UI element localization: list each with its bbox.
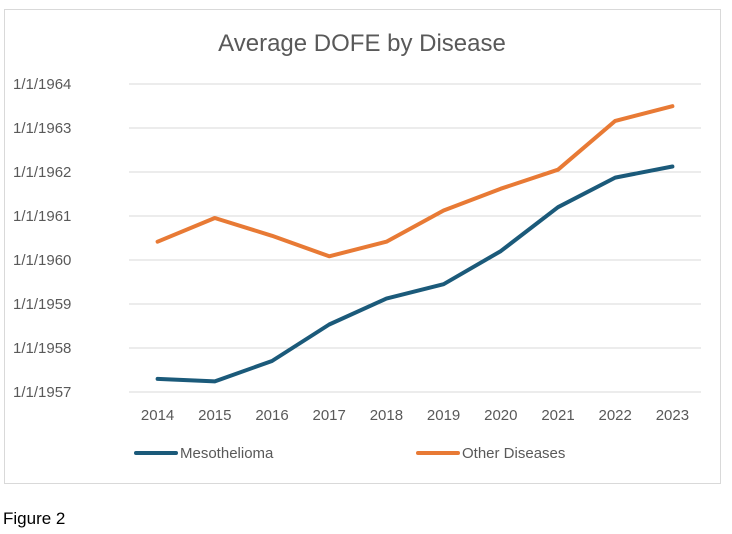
- y-tick-label: 1/1/1959: [13, 296, 71, 313]
- series-line-other-diseases: [155, 104, 675, 259]
- x-tick-label: 2017: [313, 407, 346, 424]
- x-tick-label: 2015: [198, 407, 231, 424]
- x-tick-label: 2014: [141, 407, 174, 424]
- y-tick-label: 1/1/1964: [13, 76, 71, 93]
- y-tick-label: 1/1/1962: [13, 164, 71, 181]
- x-axis-ticks: 2014 2015 2016 2017 2018 2019 2020 2021 2022 2023: [141, 407, 689, 424]
- x-tick-label: 2018: [370, 407, 403, 424]
- y-tick-label: 1/1/1960: [13, 252, 71, 269]
- x-tick-label: 2023: [656, 407, 689, 424]
- series-line-mesothelioma: [155, 164, 675, 384]
- y-tick-label: 1/1/1963: [13, 120, 71, 137]
- figure-caption: Figure 2: [3, 509, 66, 528]
- x-tick-label: 2021: [541, 407, 574, 424]
- chart-frame: Average DOFE by Disease 1/1/1957 1/1/1958…: [4, 9, 721, 484]
- series-lines: [155, 104, 675, 384]
- legend: Mesothelioma Other Diseases: [134, 445, 565, 462]
- y-tick-label: 1/1/1961: [13, 208, 71, 225]
- y-axis-ticks: 1/1/1957 1/1/1958 1/1/1959 1/1/1960 1/1/1961…: [13, 76, 71, 401]
- legend-label: Other Diseases: [462, 445, 565, 462]
- y-tick-label: 1/1/1958: [13, 340, 71, 357]
- x-tick-label: 2022: [599, 407, 632, 424]
- line-chart: Average DOFE by Disease 1/1/1957 1/1/1958…: [13, 30, 701, 462]
- legend-label: Mesothelioma: [180, 445, 274, 462]
- x-tick-label: 2020: [484, 407, 517, 424]
- gridlines: [129, 83, 701, 393]
- x-tick-label: 2019: [427, 407, 460, 424]
- y-tick-label: 1/1/1957: [13, 384, 71, 401]
- chart-title: Average DOFE by Disease: [218, 30, 506, 57]
- x-tick-label: 2016: [255, 407, 288, 424]
